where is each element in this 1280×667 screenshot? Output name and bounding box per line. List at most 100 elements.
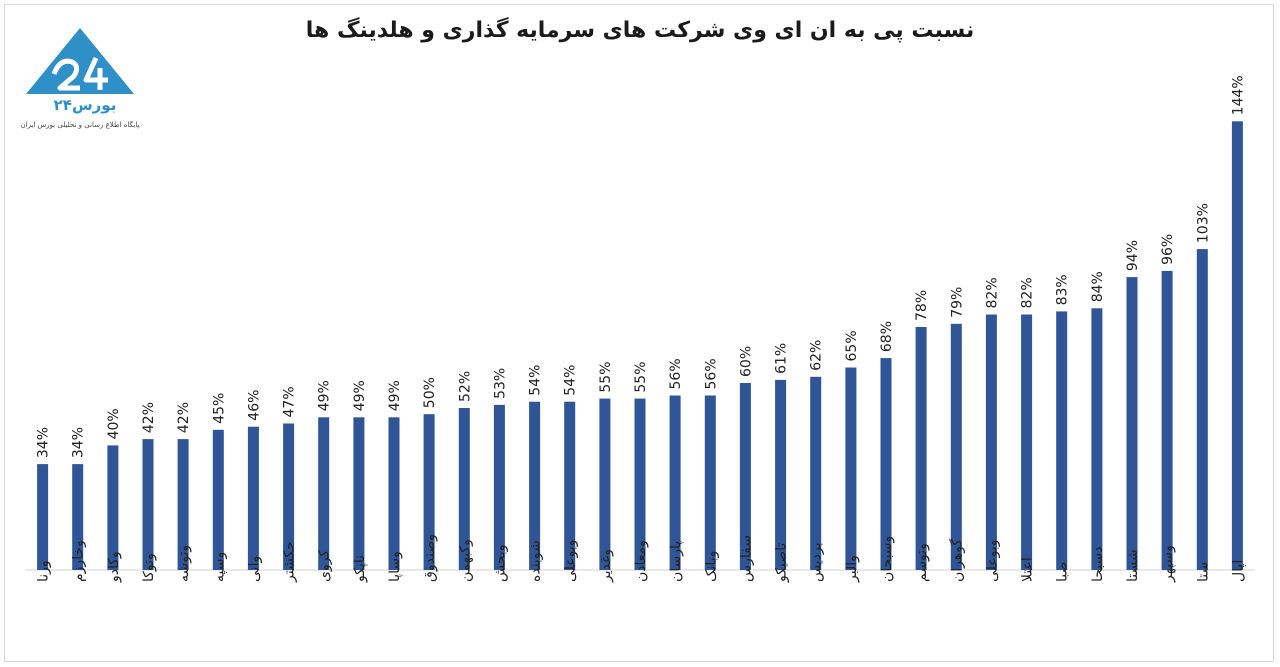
bar <box>634 398 646 570</box>
data-label: 42% <box>141 402 157 433</box>
logo-tagline: پایگاه اطلاع رسانی و تحلیلی بورس ایران <box>20 121 140 129</box>
bar <box>845 367 857 570</box>
bourse24-logo-icon <box>26 28 134 94</box>
x-tick-label: شوبنده <box>528 540 544 582</box>
data-label: 40% <box>106 408 122 439</box>
x-tick-label: دسبحا <box>1090 547 1106 583</box>
bar <box>107 445 119 570</box>
x-tick-label: وخارزم <box>71 540 87 582</box>
x-tick-label: وغدیر <box>598 549 614 583</box>
bar <box>599 398 611 570</box>
data-label: 82% <box>984 277 1000 308</box>
data-label: 78% <box>914 290 930 321</box>
x-tick-label: وتوشه <box>176 545 192 582</box>
data-label: 61% <box>774 343 790 374</box>
bar <box>704 395 716 570</box>
bar <box>1056 311 1068 570</box>
x-tick-label: سفارس <box>738 535 754 582</box>
bar <box>1021 314 1033 570</box>
bar <box>177 439 189 570</box>
data-label: 56% <box>703 358 719 389</box>
bar <box>1231 121 1243 571</box>
x-tick-label: تاصیکو <box>774 543 790 583</box>
bar <box>493 404 505 570</box>
data-label: 103% <box>1195 203 1211 243</box>
bar <box>810 376 822 570</box>
bar <box>423 414 435 570</box>
data-label: 62% <box>809 340 825 371</box>
bar <box>458 408 470 570</box>
bar <box>1196 249 1208 570</box>
x-tick-label: اپال <box>1230 560 1246 582</box>
x-tick-label: کروی <box>317 550 333 582</box>
data-label: 144% <box>1230 75 1246 115</box>
x-tick-label: پارسان <box>668 541 684 582</box>
data-label: 60% <box>738 346 754 377</box>
bar <box>985 314 997 570</box>
bar <box>739 383 751 570</box>
x-tick-label: وکادو <box>106 551 122 583</box>
bar <box>950 323 962 570</box>
data-label: 54% <box>528 365 544 396</box>
bar <box>1161 270 1173 570</box>
bar <box>388 417 400 570</box>
x-tick-label: صبا <box>1055 562 1071 582</box>
x-tick-label: وبحش <box>492 544 508 582</box>
bar <box>1126 277 1138 570</box>
data-label: 46% <box>246 390 262 421</box>
bar <box>775 379 787 570</box>
data-label: 54% <box>563 365 579 396</box>
data-label: 96% <box>1160 234 1176 265</box>
data-label: 94% <box>1125 240 1141 271</box>
x-tick-label: حکشتر <box>282 541 298 583</box>
bar <box>142 439 154 570</box>
data-label: 68% <box>879 321 895 352</box>
x-tick-label: وتوکا <box>141 553 157 582</box>
x-tick-label: وسپهر <box>1160 545 1176 583</box>
data-label: 45% <box>211 393 227 424</box>
data-label: 79% <box>949 287 965 318</box>
bar <box>564 401 576 570</box>
logo-name: بورس۲۴ <box>53 96 117 114</box>
bar <box>37 464 49 570</box>
data-label: 42% <box>176 402 192 433</box>
bar <box>212 429 224 570</box>
x-tick-label: وانی <box>246 556 262 582</box>
x-tick-label: والبر <box>844 555 860 583</box>
x-tick-label: ناپکو <box>352 555 368 583</box>
data-label: 83% <box>1055 274 1071 305</box>
x-tick-label: ومعادن <box>633 540 649 582</box>
x-tick-label: ورنا <box>36 560 52 582</box>
x-tick-label: گوهران <box>948 538 965 582</box>
chart-title: نسبت پی به ان ای وی شرکت های سرمایه گذار… <box>305 18 975 43</box>
x-tick-label: وتوسم <box>914 543 930 582</box>
bar <box>915 327 927 570</box>
data-label: 34% <box>71 427 87 458</box>
data-label: 55% <box>633 361 649 392</box>
x-tick-label: وصندوق <box>422 534 438 582</box>
data-label: 56% <box>668 358 684 389</box>
data-label: 52% <box>457 371 473 402</box>
bar <box>880 358 892 570</box>
data-label: 82% <box>1020 277 1036 308</box>
x-tick-label: بردیس <box>809 542 825 582</box>
data-label: 50% <box>422 377 438 408</box>
bar <box>529 401 541 570</box>
data-label: 47% <box>282 386 298 417</box>
bar <box>283 423 295 570</box>
bar <box>1091 308 1103 570</box>
data-label: 49% <box>317 380 333 411</box>
data-label: 49% <box>387 380 403 411</box>
bar <box>318 417 330 570</box>
bar <box>247 426 259 570</box>
chart-frame <box>4 4 1274 662</box>
bar <box>669 395 681 570</box>
data-label: 34% <box>36 427 52 458</box>
x-tick-label: وسپه <box>211 552 227 582</box>
data-label: 49% <box>352 380 368 411</box>
x-tick-label: شستا <box>1125 549 1141 582</box>
x-tick-label: ستا <box>1195 562 1211 582</box>
x-tick-label: وکبهمن <box>457 539 473 582</box>
x-tick-label: وبوعلی <box>563 539 579 582</box>
